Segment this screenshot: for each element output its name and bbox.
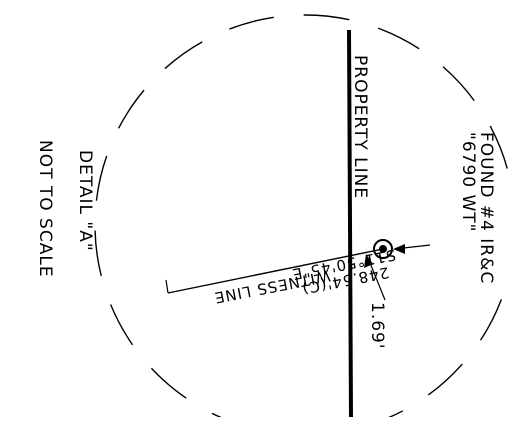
detail-boundary-circle	[94, 14, 509, 422]
found-leader-arrow	[393, 244, 405, 254]
property-line-label: PROPERTY LINE	[350, 55, 370, 199]
witness-line-label: WITNESS LINE	[212, 267, 332, 307]
offset-leader-line	[367, 257, 386, 301]
found-monument-label: FOUND #4 IR&C	[476, 132, 496, 284]
property-line	[347, 29, 353, 418]
detail-title: DETAIL "A"	[75, 150, 95, 252]
witness-line-end-tick	[165, 279, 169, 294]
offset-label: 1.69'	[367, 302, 387, 350]
scale-note: NOT TO SCALE	[35, 140, 55, 278]
witness-line	[167, 248, 384, 294]
monument-symbol	[373, 239, 393, 259]
found-monument-stamp: "6790 WT"	[458, 132, 478, 233]
witness-line-label-group: WITNESS LINE	[212, 267, 332, 307]
offset-leader-arrow	[364, 254, 373, 268]
